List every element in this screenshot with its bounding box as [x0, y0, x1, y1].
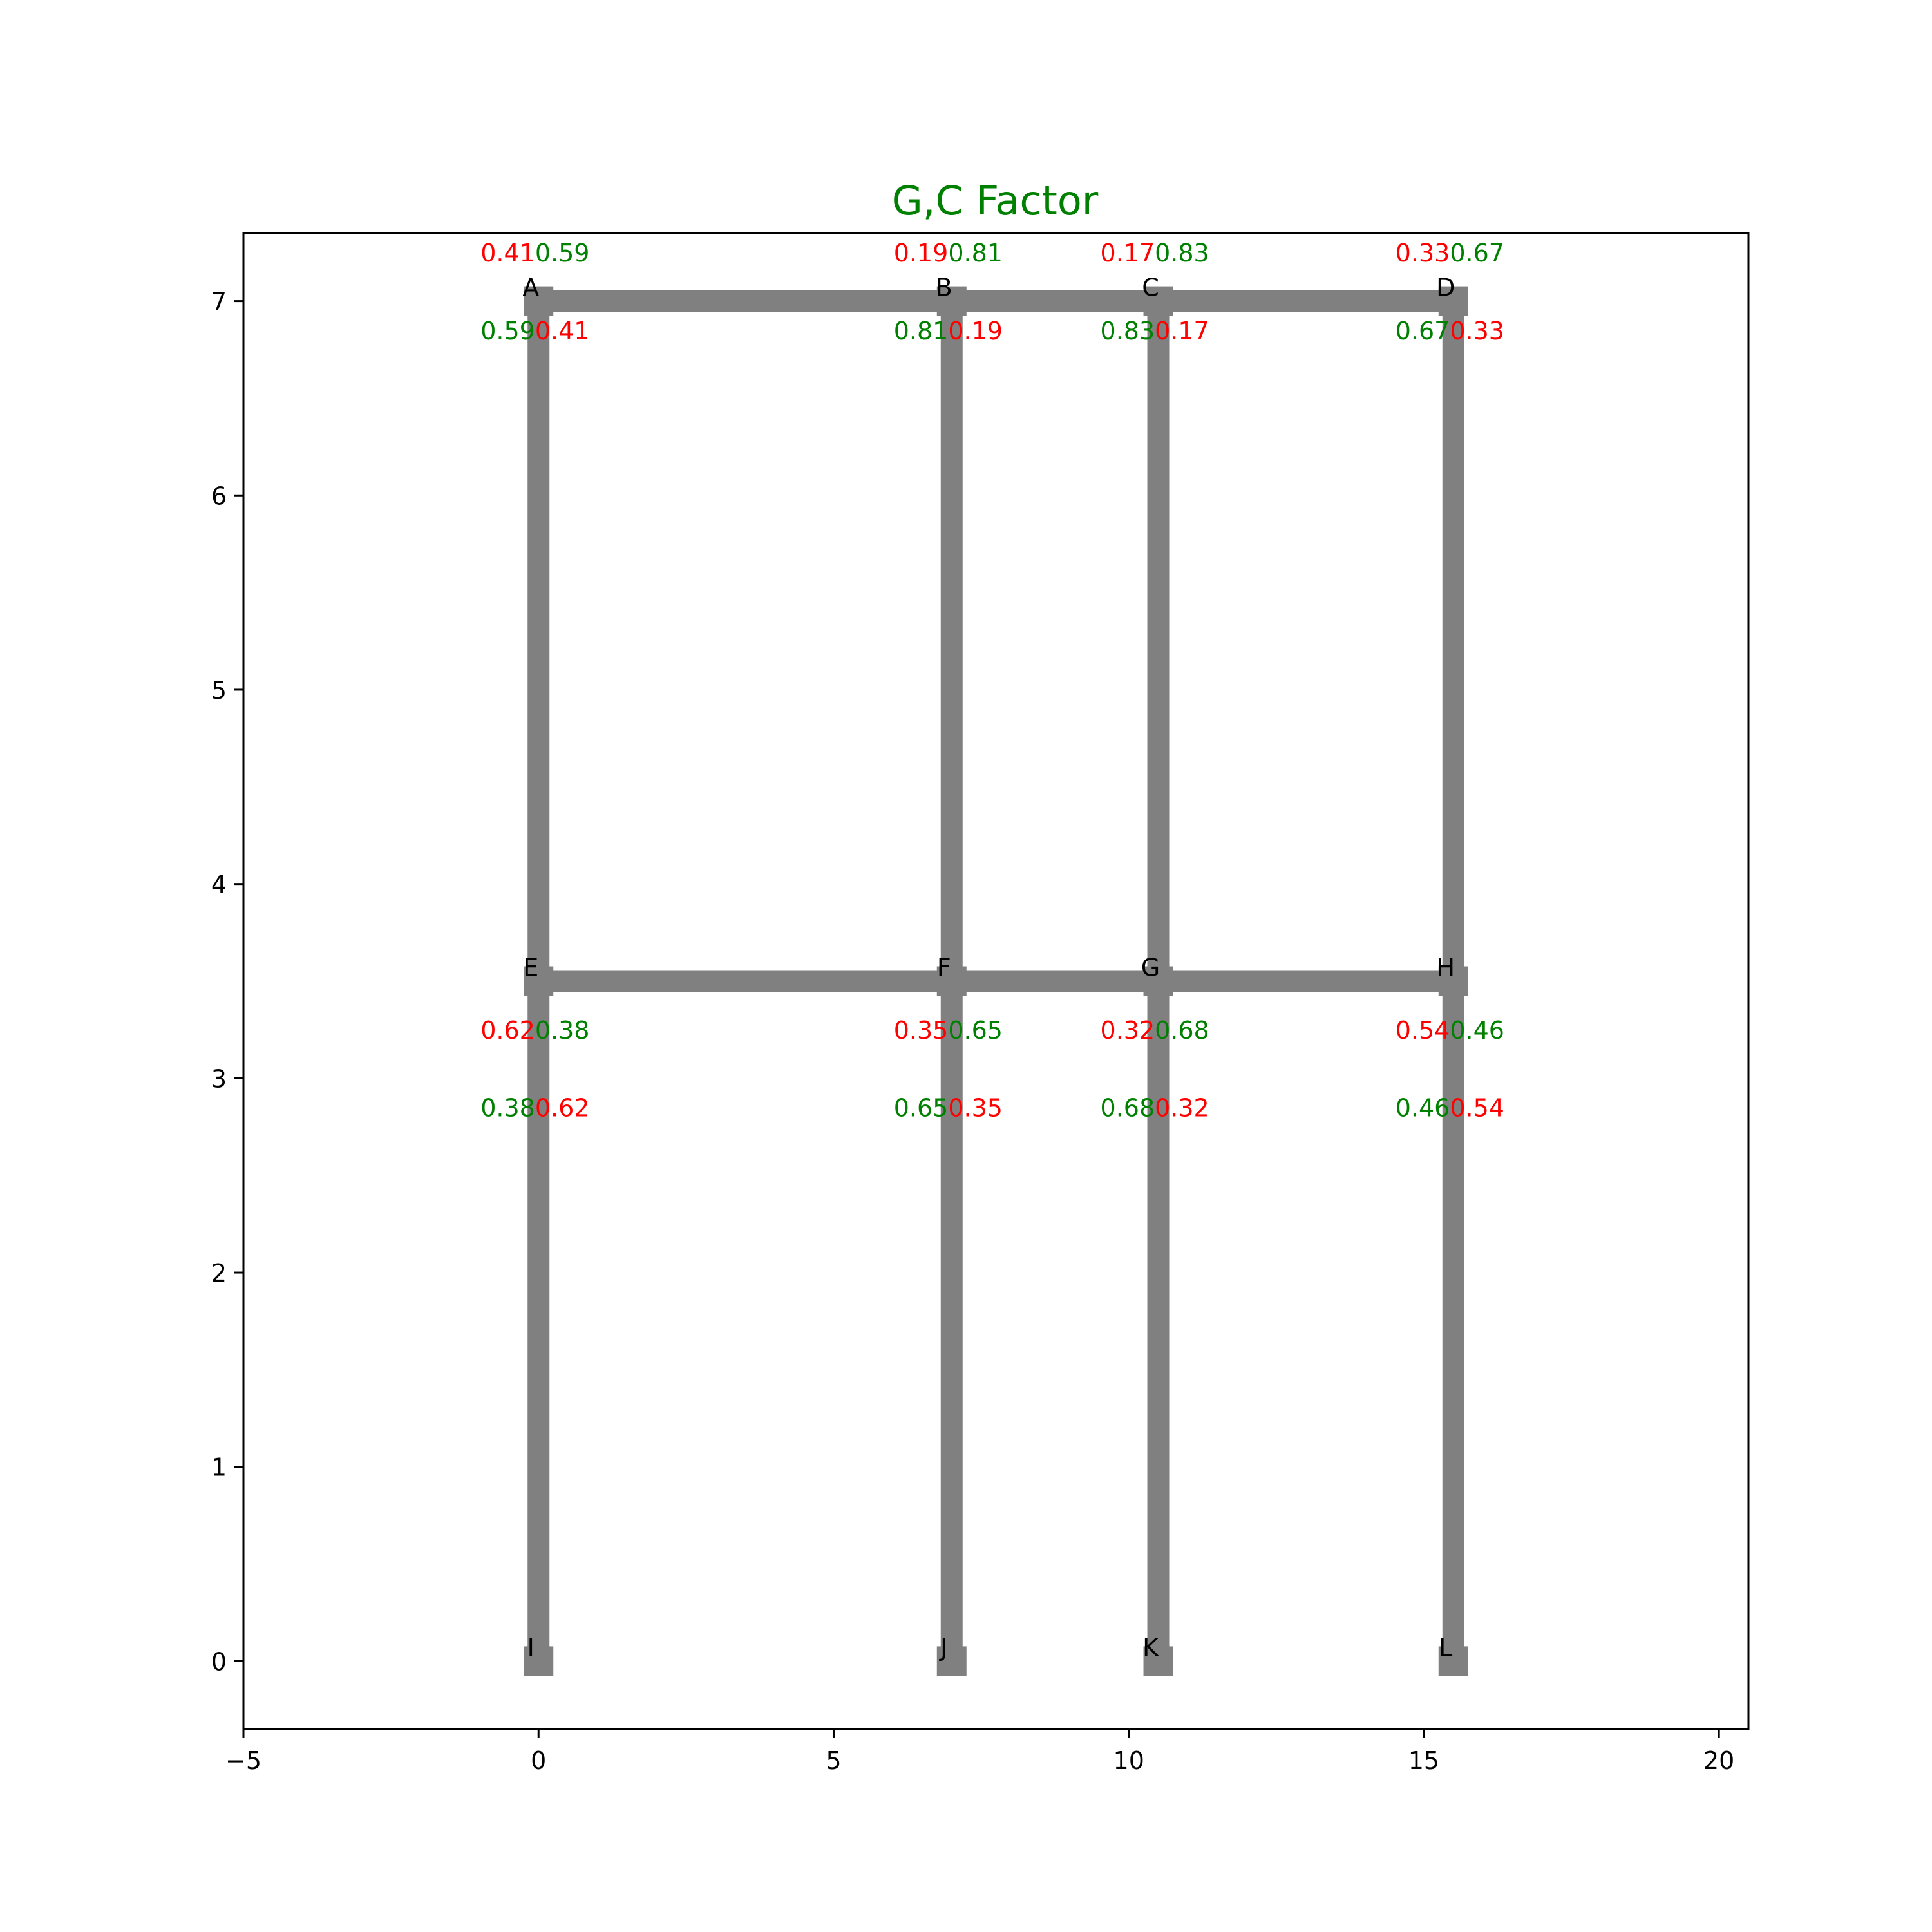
factor-red-value: 0.17 [1101, 239, 1155, 267]
chart-title: G,C Factor [892, 177, 1099, 224]
node-label-H: H [1436, 954, 1455, 982]
factor-label-0: 0.410.59 [480, 239, 589, 267]
factor-green-value: 0.38 [535, 1016, 590, 1045]
node-label-G: G [1141, 954, 1160, 982]
y-tick-label: 3 [211, 1065, 227, 1093]
node-label-D: D [1436, 274, 1455, 302]
factor-green-value: 0.38 [480, 1094, 535, 1122]
factor-red-value: 0.62 [535, 1094, 590, 1122]
factor-green-value: 0.46 [1396, 1094, 1450, 1122]
factor-red-value: 0.41 [535, 317, 590, 345]
factor-green-value: 0.59 [535, 239, 590, 267]
factor-green-value: 0.65 [894, 1094, 949, 1122]
x-tick-label: 20 [1703, 1747, 1734, 1775]
x-tick-label: 10 [1113, 1747, 1144, 1775]
node-label-A: A [522, 274, 539, 302]
node-label-L: L [1439, 1633, 1452, 1662]
y-tick-label: 1 [211, 1454, 227, 1482]
x-tick-label: 5 [826, 1747, 841, 1775]
factor-green-value: 0.68 [1101, 1094, 1155, 1122]
factor-red-value: 0.35 [948, 1094, 1003, 1122]
x-tick-label: −5 [225, 1747, 261, 1775]
factor-red-value: 0.19 [948, 317, 1003, 345]
factor-label-8: 0.620.38 [480, 1016, 589, 1045]
factor-green-value: 0.46 [1450, 1016, 1504, 1045]
node-label-B: B [936, 274, 952, 302]
factor-label-12: 0.320.68 [1101, 1016, 1209, 1045]
factor-green-value: 0.65 [948, 1016, 1003, 1045]
factor-label-15: 0.460.54 [1396, 1094, 1504, 1122]
y-tick-label: 5 [211, 676, 227, 705]
factor-green-value: 0.67 [1450, 239, 1504, 267]
factor-red-value: 0.19 [894, 239, 949, 267]
node-label-F: F [937, 954, 951, 982]
node-label-K: K [1142, 1633, 1159, 1662]
factor-green-value: 0.81 [948, 239, 1003, 267]
node-label-C: C [1142, 274, 1159, 302]
y-tick-label: 0 [211, 1647, 227, 1676]
factor-label-3: 0.810.19 [894, 317, 1003, 345]
factor-label-14: 0.540.46 [1396, 1016, 1504, 1045]
factor-green-value: 0.83 [1101, 317, 1155, 345]
factor-label-4: 0.170.83 [1101, 239, 1209, 267]
x-tick-label: 0 [531, 1747, 546, 1775]
y-tick-label: 2 [211, 1259, 227, 1287]
node-label-I: I [527, 1633, 535, 1662]
factor-label-1: 0.590.41 [480, 317, 589, 345]
factor-red-value: 0.41 [480, 239, 535, 267]
y-tick-label: 7 [211, 288, 227, 316]
node-label-E: E [523, 954, 538, 982]
factor-red-value: 0.35 [894, 1016, 949, 1045]
factor-green-value: 0.83 [1155, 239, 1209, 267]
factor-label-7: 0.670.33 [1396, 317, 1504, 345]
node-label-J: J [939, 1633, 947, 1662]
factor-green-value: 0.59 [480, 317, 535, 345]
factor-label-2: 0.190.81 [894, 239, 1003, 267]
factor-label-9: 0.380.62 [480, 1094, 589, 1122]
factor-red-value: 0.54 [1450, 1094, 1504, 1122]
factor-label-5: 0.830.17 [1101, 317, 1209, 345]
factor-red-value: 0.33 [1450, 317, 1504, 345]
x-tick-label: 15 [1408, 1747, 1439, 1775]
y-tick-label: 4 [211, 871, 227, 899]
factor-red-value: 0.32 [1155, 1094, 1209, 1122]
factor-green-value: 0.68 [1155, 1016, 1209, 1045]
factor-green-value: 0.67 [1396, 317, 1450, 345]
factor-label-6: 0.330.67 [1396, 239, 1504, 267]
factor-red-value: 0.33 [1396, 239, 1450, 267]
factor-red-value: 0.54 [1396, 1016, 1450, 1045]
factor-label-11: 0.650.35 [894, 1094, 1003, 1122]
factor-red-value: 0.62 [480, 1016, 535, 1045]
factor-label-10: 0.350.65 [894, 1016, 1003, 1045]
factor-red-value: 0.17 [1155, 317, 1209, 345]
factor-green-value: 0.81 [894, 317, 949, 345]
factor-label-13: 0.680.32 [1101, 1094, 1209, 1122]
factor-red-value: 0.32 [1101, 1016, 1155, 1045]
y-tick-label: 6 [211, 482, 227, 510]
